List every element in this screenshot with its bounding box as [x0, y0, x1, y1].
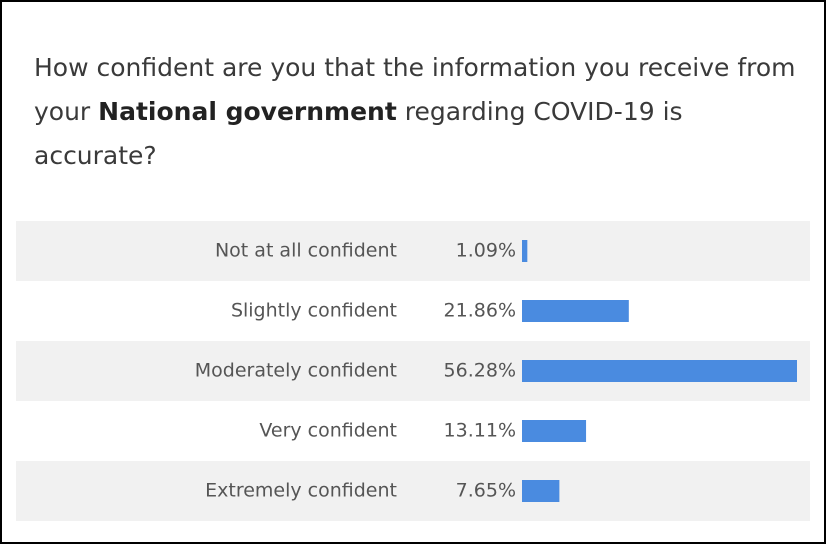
value-label: 13.11%	[444, 420, 516, 442]
bar	[522, 240, 528, 262]
value-label: 7.65%	[456, 480, 516, 502]
bar	[522, 300, 629, 322]
value-label: 56.28%	[444, 360, 516, 382]
category-label: Very confident	[259, 420, 397, 442]
category-label: Slightly confident	[231, 300, 397, 322]
value-label: 1.09%	[456, 240, 516, 262]
title-text: How confident are you that the informati…	[34, 53, 796, 126]
title-emphasis: National government	[98, 97, 397, 126]
bar	[522, 360, 797, 382]
category-label: Extremely confident	[205, 480, 397, 502]
question-title: How confident are you that the informati…	[34, 46, 804, 178]
category-label: Not at all confident	[215, 240, 397, 262]
bar	[522, 420, 587, 442]
category-label: Moderately confident	[195, 360, 397, 382]
title-text: regarding COVID-19 is accurate?	[34, 97, 683, 170]
value-label: 21.86%	[444, 300, 516, 322]
row-background	[16, 461, 810, 521]
bar	[522, 480, 560, 502]
row-background	[16, 221, 810, 281]
